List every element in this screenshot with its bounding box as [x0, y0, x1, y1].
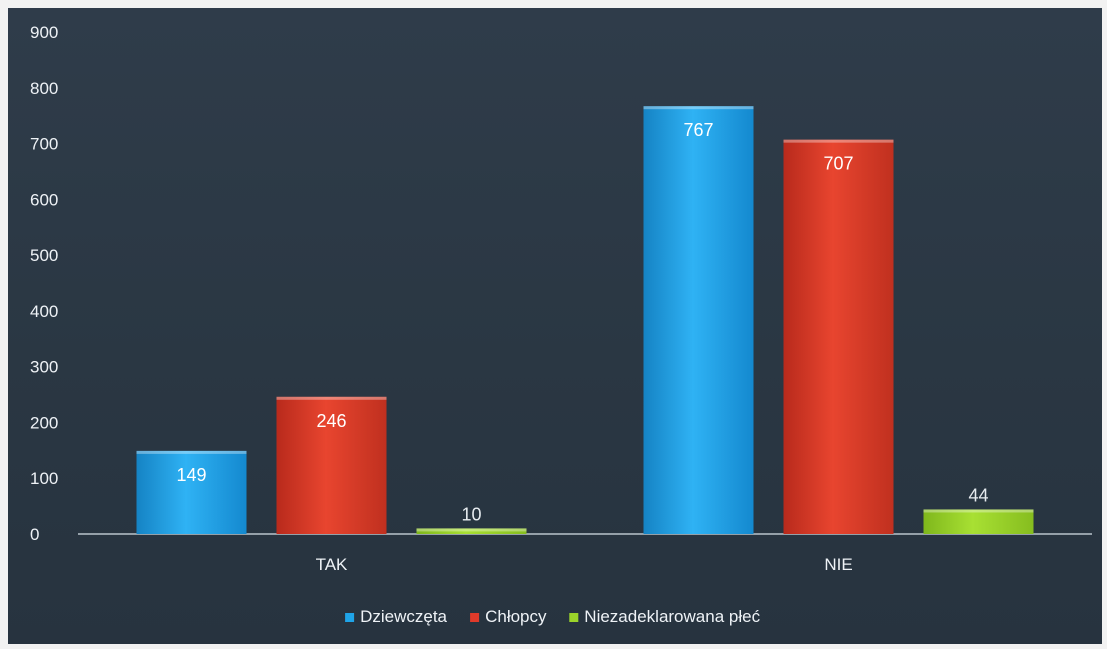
- legend-swatch: [345, 613, 355, 622]
- data-label: 246: [316, 411, 346, 431]
- y-tick-label: 400: [30, 302, 58, 321]
- bar-top-highlight: [276, 396, 387, 400]
- bar-top-highlight: [136, 450, 247, 454]
- bar-dziewczęta-nie: [643, 106, 754, 534]
- data-label: 707: [823, 154, 853, 174]
- bar-chłopcy-nie: [783, 139, 894, 534]
- legend: Dziewczęta Chłopcy Niezadeklarowana płeć: [345, 607, 761, 626]
- y-tick-label: 600: [30, 190, 58, 209]
- x-axis: TAK NIE: [78, 533, 1092, 574]
- legend-label: Dziewczęta: [360, 607, 447, 626]
- bar-top-highlight: [416, 528, 527, 532]
- bar-chart: 0 100 200 300 400 500 600 700 800 900 TAK NIE 149 2…: [30, 23, 1092, 626]
- y-tick-label: 900: [30, 23, 58, 42]
- y-tick-label: 800: [30, 79, 58, 98]
- y-axis: 0 100 200 300 400 500 600 700 800 900: [30, 23, 58, 544]
- bar-dziewczęta-tak: [136, 450, 247, 534]
- y-tick-label: 200: [30, 413, 58, 432]
- bar-niezadeklarowana-płeć-tak: [416, 528, 527, 534]
- legend-label: Niezadeklarowana płeć: [584, 607, 760, 626]
- bar-chłopcy-tak: [276, 396, 387, 534]
- bar-niezadeklarowana-płeć-nie: [923, 509, 1034, 534]
- data-label: 767: [683, 120, 713, 140]
- data-labels: 149 246 10 767 707 44: [176, 120, 988, 524]
- data-label: 10: [461, 504, 481, 524]
- legend-swatch: [470, 613, 480, 622]
- bar-top-highlight: [923, 509, 1034, 513]
- legend-swatch: [569, 613, 579, 622]
- y-tick-label: 100: [30, 469, 58, 488]
- data-label: 149: [176, 465, 206, 485]
- y-tick-label: 300: [30, 358, 58, 377]
- x-category-label: TAK: [316, 555, 348, 574]
- y-tick-label: 500: [30, 246, 58, 265]
- bar-top-highlight: [643, 106, 754, 110]
- data-label: 44: [968, 485, 988, 505]
- y-tick-label: 0: [30, 525, 39, 544]
- bars: [136, 106, 1034, 534]
- bar-top-highlight: [783, 139, 894, 143]
- legend-label: Chłopcy: [485, 607, 547, 626]
- x-category-label: NIE: [824, 555, 852, 574]
- chart-area: 0 100 200 300 400 500 600 700 800 900 TAK NIE 149 2…: [8, 8, 1102, 644]
- y-tick-label: 700: [30, 135, 58, 154]
